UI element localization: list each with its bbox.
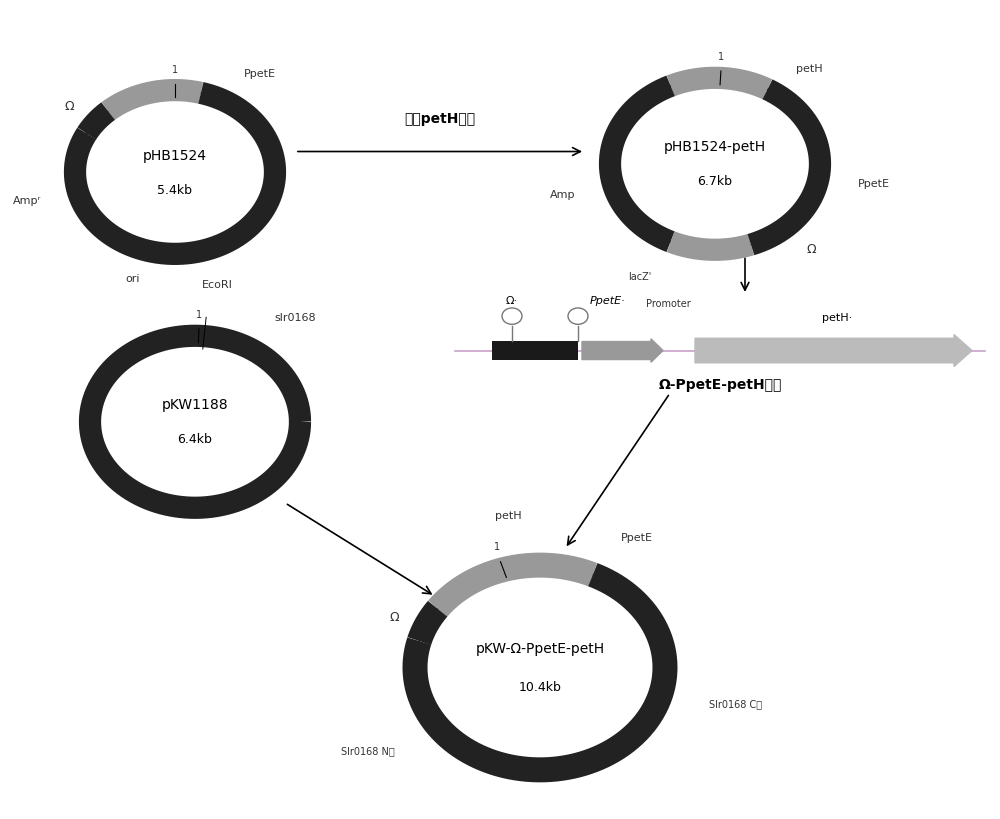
Text: pHB1524: pHB1524: [143, 148, 207, 163]
Text: Promoter: Promoter: [646, 299, 691, 310]
Text: EcoRI: EcoRI: [202, 280, 233, 290]
Text: Amp: Amp: [550, 189, 575, 200]
FancyArrow shape: [695, 335, 972, 367]
Text: 6.4kb: 6.4kb: [178, 433, 212, 446]
Text: petH·: petH·: [822, 313, 853, 323]
Text: lacZ': lacZ': [628, 272, 651, 282]
Text: Slr0168 N端: Slr0168 N端: [341, 746, 395, 756]
Text: pHB1524-petH: pHB1524-petH: [664, 140, 766, 155]
Text: Ampʳ: Ampʳ: [13, 197, 42, 206]
Text: Slr0168 C端: Slr0168 C端: [709, 699, 762, 709]
Text: PpetE: PpetE: [858, 179, 890, 189]
Text: Ω-PpetE-petH片段: Ω-PpetE-petH片段: [658, 378, 782, 392]
Text: PpetE: PpetE: [621, 532, 653, 543]
Text: Ω: Ω: [65, 101, 74, 113]
Bar: [492, 341, 578, 360]
Text: Ω: Ω: [807, 243, 816, 256]
Text: 1: 1: [172, 66, 178, 75]
Text: PpetE: PpetE: [244, 69, 276, 79]
Text: pKW1188: pKW1188: [162, 398, 228, 413]
Text: 1: 1: [718, 52, 725, 62]
Text: pKW-Ω-PpetE-petH: pKW-Ω-PpetE-petH: [475, 642, 605, 657]
Text: 10.4kb: 10.4kb: [519, 681, 561, 695]
Text: 插入petH片段: 插入petH片段: [404, 111, 476, 126]
Text: 1: 1: [494, 542, 500, 552]
Text: ori: ori: [126, 274, 140, 284]
Text: petH: petH: [495, 511, 522, 522]
Text: Ω·: Ω·: [506, 296, 518, 306]
Text: petH: petH: [796, 64, 823, 74]
Text: 5.4kb: 5.4kb: [158, 183, 192, 197]
Text: 6.7kb: 6.7kb: [698, 175, 732, 188]
Text: PpetE·: PpetE·: [590, 296, 626, 306]
Text: slr0168: slr0168: [274, 313, 316, 324]
FancyArrow shape: [582, 339, 663, 362]
Text: Ω: Ω: [389, 611, 399, 624]
Text: 1: 1: [196, 310, 202, 320]
